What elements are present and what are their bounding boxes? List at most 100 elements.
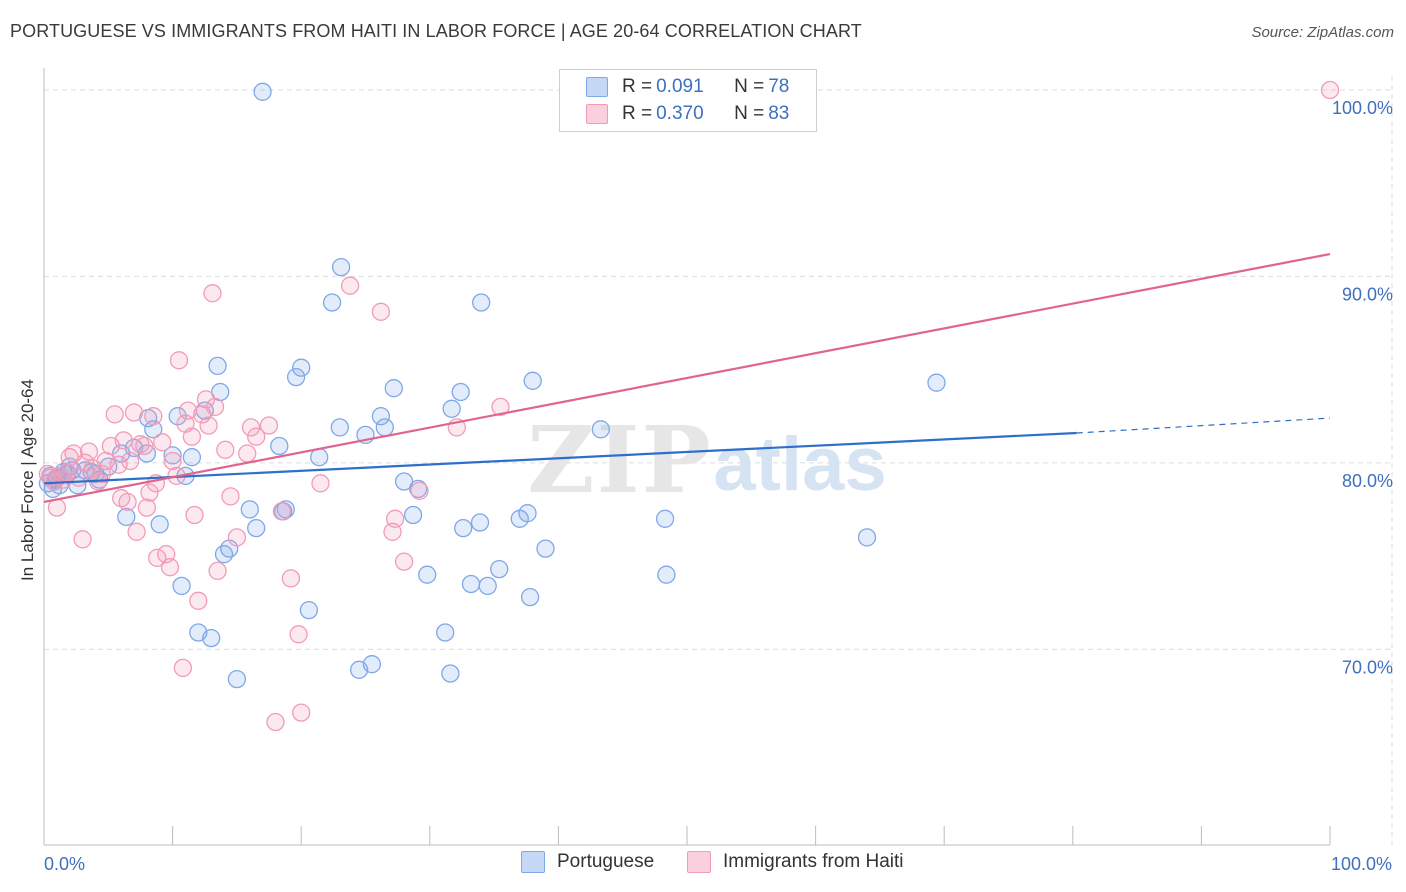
haiti-point bbox=[124, 403, 144, 422]
portuguese-point bbox=[322, 293, 342, 312]
legend-r-label: R = bbox=[622, 103, 653, 124]
portuguese-point bbox=[150, 515, 169, 534]
chart-title: PORTUGUESE VS IMMIGRANTS FROM HAITI IN L… bbox=[10, 21, 862, 41]
portuguese-point bbox=[330, 418, 349, 437]
haiti-point bbox=[247, 427, 266, 446]
haiti-point bbox=[137, 498, 157, 517]
axes bbox=[43, 68, 1331, 846]
portuguese-point bbox=[857, 528, 877, 547]
haiti-point bbox=[205, 397, 225, 417]
haiti-point bbox=[79, 442, 99, 461]
watermark-zip: ZIP bbox=[527, 406, 712, 514]
portuguese-point bbox=[253, 82, 272, 101]
legend-n-label: N = bbox=[734, 103, 765, 124]
legend-swatch-haiti bbox=[586, 104, 608, 124]
haiti-point bbox=[163, 451, 182, 471]
portuguese-point bbox=[520, 587, 540, 607]
portuguese-point bbox=[394, 472, 414, 491]
haiti-point bbox=[394, 552, 414, 571]
haiti-point bbox=[227, 528, 247, 547]
portuguese-point bbox=[657, 565, 676, 584]
haiti-point bbox=[371, 302, 391, 321]
gridlines bbox=[44, 76, 1393, 845]
haiti-point bbox=[178, 401, 198, 420]
haiti-point bbox=[203, 284, 222, 303]
haiti-point bbox=[121, 451, 140, 471]
portuguese-point bbox=[441, 664, 460, 683]
legend-n-value: 78 bbox=[768, 76, 790, 97]
haiti-point bbox=[292, 703, 311, 722]
legend-n-label: N = bbox=[734, 76, 765, 97]
portuguese-point bbox=[286, 367, 306, 387]
x-tick-label: 100.0% bbox=[1331, 854, 1392, 874]
portuguese-point bbox=[182, 448, 202, 467]
haiti-point bbox=[173, 658, 193, 678]
haiti-point bbox=[266, 712, 285, 732]
legend-swatch-portuguese bbox=[586, 77, 608, 97]
haiti-point bbox=[1320, 80, 1340, 100]
haiti-point bbox=[216, 440, 235, 459]
haiti-point bbox=[410, 481, 429, 500]
haiti-point bbox=[57, 462, 77, 482]
x-tick-label: 0.0% bbox=[44, 854, 85, 874]
portuguese-point bbox=[247, 518, 266, 538]
trend-lines bbox=[43, 252, 1331, 504]
portuguese-point bbox=[331, 257, 351, 277]
portuguese-point bbox=[375, 418, 394, 437]
haiti-point bbox=[153, 433, 172, 452]
portuguese-point bbox=[436, 623, 455, 642]
haiti-point bbox=[311, 474, 330, 493]
haiti-point bbox=[135, 436, 154, 456]
series-legend: Portuguese Immigrants from Haiti bbox=[0, 851, 1406, 877]
haiti-point bbox=[385, 509, 405, 528]
haiti-point bbox=[340, 276, 360, 295]
portuguese-point bbox=[442, 399, 461, 418]
portuguese-point bbox=[470, 513, 490, 532]
portuguese-point bbox=[172, 576, 191, 596]
haiti-point bbox=[289, 625, 308, 644]
legend-r-value: 0.370 bbox=[656, 103, 704, 124]
legend-row-haiti: R = 0.370 N = 83 bbox=[586, 102, 789, 126]
haiti-point bbox=[118, 492, 137, 512]
portuguese-trend-extension bbox=[1076, 417, 1331, 434]
haiti-point bbox=[241, 418, 261, 437]
haiti-point bbox=[208, 561, 227, 581]
portuguese-point bbox=[299, 600, 319, 620]
portuguese-point bbox=[208, 356, 227, 376]
legend-row-portuguese: R = 0.091 N = 78 bbox=[586, 75, 789, 99]
tick-labels: 70.0% 80.0% 90.0% 100.0% 0.0% 100.0% bbox=[44, 98, 1393, 874]
source-label: Source: ZipAtlas.com bbox=[1251, 24, 1394, 41]
watermark-atlas: atlas bbox=[713, 422, 886, 507]
legend-r-value: 0.091 bbox=[656, 76, 704, 97]
haiti-point bbox=[160, 558, 180, 577]
portuguese-point bbox=[292, 358, 311, 377]
portuguese-point bbox=[227, 669, 247, 689]
y-axis-label: In Labor Force | Age 20-64 bbox=[18, 379, 37, 581]
haiti-point bbox=[491, 397, 510, 417]
portuguese-point bbox=[418, 565, 437, 584]
legend-swatch-haiti bbox=[687, 851, 711, 873]
haiti-point bbox=[238, 444, 257, 463]
portuguese-point bbox=[144, 420, 163, 439]
y-tick-label: 70.0% bbox=[1342, 657, 1393, 677]
haiti-point bbox=[127, 522, 146, 541]
portuguese-point bbox=[214, 545, 234, 564]
legend-label-haiti: Immigrants from Haiti bbox=[723, 851, 904, 872]
y-tick-label: 90.0% bbox=[1342, 284, 1393, 304]
portuguese-point bbox=[403, 505, 423, 525]
portuguese-point bbox=[454, 518, 473, 538]
legend-item-haiti: Immigrants from Haiti bbox=[687, 851, 904, 873]
legend-item-portuguese: Portuguese bbox=[521, 851, 654, 873]
haiti-point bbox=[148, 548, 167, 568]
portuguese-point bbox=[451, 382, 470, 402]
legend-n-value: 83 bbox=[768, 103, 790, 124]
haiti-point bbox=[140, 483, 159, 502]
legend-r-label: R = bbox=[622, 76, 653, 97]
data-points bbox=[38, 80, 1340, 732]
correlation-legend: R = 0.091 N = 78 R = 0.370 N = 83 bbox=[559, 69, 817, 132]
haiti-point bbox=[105, 405, 124, 424]
portuguese-point bbox=[478, 576, 497, 596]
portuguese-point bbox=[655, 509, 675, 528]
portuguese-point bbox=[202, 628, 221, 648]
portuguese-trend-line bbox=[43, 431, 1077, 485]
